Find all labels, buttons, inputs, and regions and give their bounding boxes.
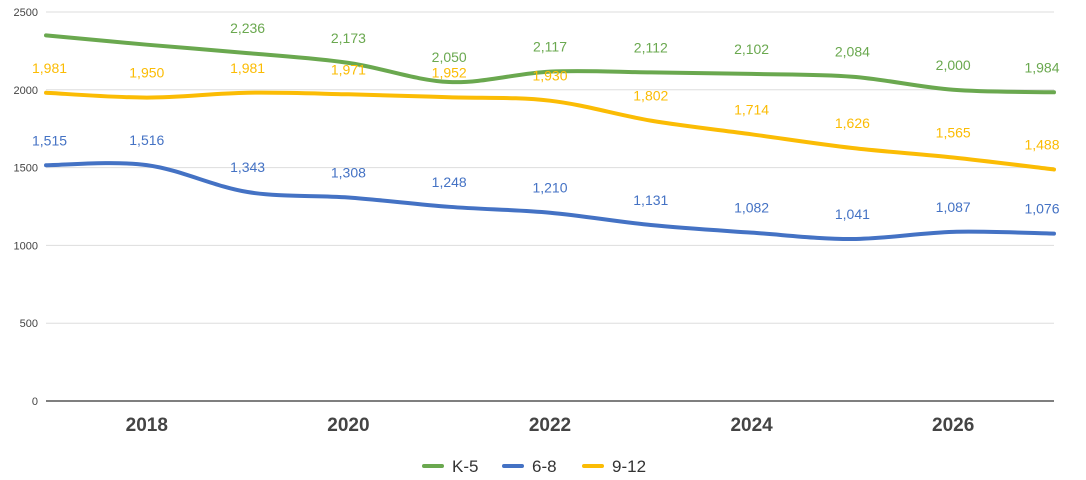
- data-label-9-12: 1,626: [835, 115, 870, 131]
- data-label-9-12: 1,488: [1024, 136, 1059, 152]
- data-label-9-12: 1,565: [936, 124, 971, 140]
- y-tick-label: 1000: [14, 240, 38, 252]
- x-tick-label: 2018: [126, 415, 168, 436]
- y-tick-label: 2000: [14, 85, 38, 97]
- data-label-6-8: 1,308: [331, 164, 366, 180]
- data-label-9-12: 1,930: [532, 68, 567, 84]
- series-line-6-8: [44, 161, 1056, 242]
- data-label-6-8: 1,516: [129, 132, 164, 148]
- data-label-6-8: 1,131: [633, 192, 668, 208]
- data-label-k-5: 2,173: [331, 30, 366, 46]
- x-tick-label: 2026: [932, 415, 974, 436]
- data-label-k-5: 2,236: [230, 20, 265, 36]
- gridlines: [46, 11, 1054, 402]
- y-tick-label: 1500: [14, 163, 38, 175]
- data-labels: 2,236 2,173 2,050 2,117 2,112 2,102 2,084 2,000…: [32, 20, 1060, 222]
- series-line-9-12: [44, 90, 1056, 172]
- series-line-k-5: [44, 33, 1056, 95]
- data-label-k-5: 2,050: [432, 49, 467, 65]
- data-label-9-12: 1,952: [432, 64, 467, 80]
- data-label-9-12: 1,971: [331, 61, 366, 77]
- x-tick-label: 2024: [730, 415, 773, 436]
- data-label-6-8: 1,248: [432, 174, 467, 190]
- y-axis-ticks: 0 500 1000 1500 2000 2500: [14, 7, 38, 408]
- legend-label-9-12: 9-12: [612, 457, 646, 476]
- data-label-9-12: 1,950: [129, 65, 164, 81]
- x-tick-label: 2022: [529, 415, 571, 436]
- data-label-9-12: 1,802: [633, 88, 668, 104]
- data-label-9-12: 1,981: [32, 60, 67, 76]
- data-label-6-8: 1,041: [835, 206, 870, 222]
- data-label-9-12: 1,981: [230, 60, 265, 76]
- data-label-k-5: 2,112: [634, 39, 668, 55]
- data-label-9-12: 1,714: [734, 101, 769, 117]
- series-lines: [44, 33, 1056, 242]
- data-label-6-8: 1,076: [1024, 201, 1059, 217]
- legend: K-5 6-8 9-12: [422, 457, 646, 476]
- y-tick-label: 2500: [14, 7, 38, 19]
- data-label-k-5: 2,117: [533, 39, 567, 55]
- y-tick-label: 0: [32, 396, 38, 408]
- data-label-k-5: 2,000: [936, 57, 971, 73]
- data-label-k-5: 2,102: [734, 41, 769, 57]
- y-tick-label: 500: [20, 318, 38, 330]
- data-label-k-5: 1,984: [1024, 59, 1059, 75]
- data-label-6-8: 1,515: [32, 132, 67, 148]
- x-axis-ticks: 2018 2020 2022 2024 2026: [126, 415, 975, 436]
- x-tick-label: 2020: [327, 415, 369, 436]
- data-label-6-8: 1,343: [230, 159, 265, 175]
- legend-label-k-5: K-5: [452, 457, 478, 476]
- data-label-k-5: 2,084: [835, 44, 870, 60]
- legend-label-6-8: 6-8: [532, 457, 557, 476]
- data-label-6-8: 1,210: [532, 180, 567, 196]
- data-label-6-8: 1,082: [734, 200, 769, 216]
- data-label-6-8: 1,087: [936, 199, 971, 215]
